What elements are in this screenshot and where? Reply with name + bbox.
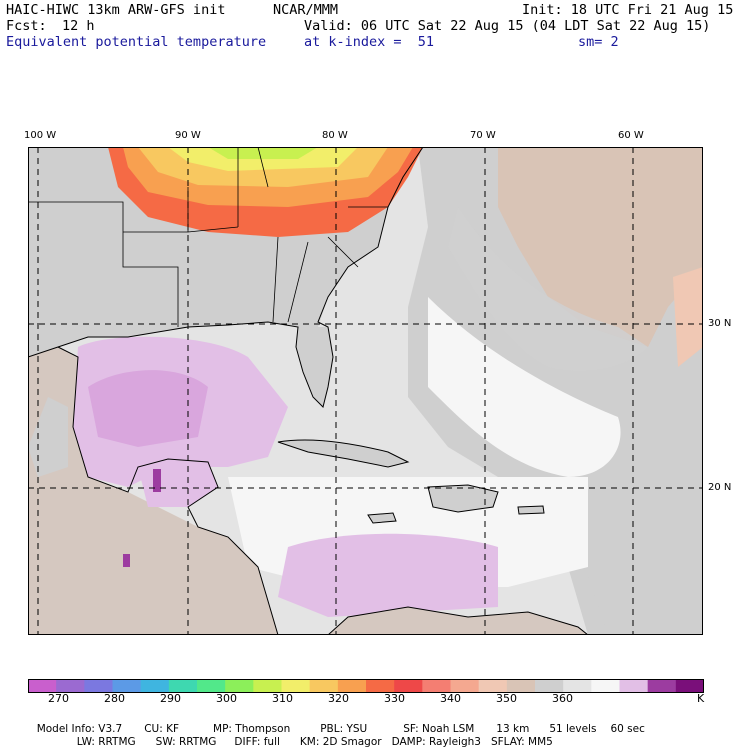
colorbar-swatch	[281, 679, 311, 693]
colorbar-swatch	[647, 679, 677, 693]
lat-label-20n: 20 N	[708, 482, 732, 493]
forecast-label: Fcst:	[6, 18, 47, 34]
puerto-rico-island	[517, 505, 545, 515]
field-name: Equivalent potential temperature	[6, 34, 267, 50]
lw-scheme: LW: RRTMG	[76, 736, 136, 748]
atlantic-white-band	[428, 297, 621, 477]
south-america-coast	[327, 606, 589, 635]
sw-scheme: SW: RRTMG	[155, 736, 217, 748]
smoothing-label: sm= 2	[578, 34, 619, 50]
colorbar-swatch	[253, 679, 282, 693]
colorbar-swatch	[56, 679, 85, 693]
colorbar-swatch	[619, 679, 649, 693]
cb-label-270: 270	[48, 692, 69, 705]
colorbar-swatch	[168, 679, 198, 693]
valid-time: Valid: 06 UTC Sat 22 Aug 15 (04 LDT Sat …	[304, 18, 711, 34]
jamaica-island	[367, 512, 397, 524]
cb-label-290: 290	[160, 692, 181, 705]
footer-line2: LW: RRTMG SW: RRTMG DIFF: full KM: 2D Smago…	[70, 724, 553, 748]
colorbar-frame	[28, 679, 704, 693]
colorbar-swatch	[337, 679, 367, 693]
central-america-purple-cell	[123, 554, 130, 567]
colorbar-swatch	[28, 679, 57, 693]
hispaniola-island	[427, 484, 499, 513]
colorbar	[28, 679, 704, 693]
colorbar-swatch	[140, 679, 170, 693]
colorbar-swatch	[535, 679, 564, 693]
colorbar-swatch	[394, 679, 423, 693]
colorbar-swatch	[563, 679, 592, 693]
cb-label-350: 350	[496, 692, 517, 705]
gulf-pink-core	[88, 370, 208, 447]
mexico-central-america-land	[28, 347, 278, 635]
atlantic-grey-band	[448, 207, 648, 371]
us-coastline	[28, 147, 424, 408]
state-borders	[28, 147, 388, 327]
cb-label-310: 310	[272, 692, 293, 705]
lat-label-30n: 30 N	[708, 318, 732, 329]
theta-e-map	[28, 147, 703, 635]
colorbar-swatch	[422, 679, 451, 693]
damp-setting: DAMP: Rayleigh3	[391, 736, 481, 748]
yucatan-purple-cell	[153, 469, 161, 492]
cb-label-320: 320	[328, 692, 349, 705]
florida-land	[296, 327, 333, 407]
km-setting: KM: 2D Smagor	[299, 736, 382, 748]
graticule	[28, 147, 703, 635]
colorbar-swatch	[591, 679, 620, 693]
footer-line1: Model Info: V3.7 CU: KF MP: Thompson PBL: Y…	[30, 711, 645, 735]
lon-label-70w: 70 W	[470, 130, 496, 141]
map-frame	[28, 147, 703, 635]
diff-setting: DIFF: full	[234, 736, 280, 748]
org-label: NCAR/MMM	[273, 2, 339, 18]
cuba-island	[277, 439, 410, 468]
colorbar-swatch	[84, 679, 113, 693]
mp-scheme: MP: Thompson	[213, 723, 291, 735]
model-title: HAIC-HIWC 13km ARW-GFS init	[6, 2, 226, 18]
atlantic-pink-patch	[673, 267, 703, 367]
atlantic-tan-region-north	[498, 147, 703, 347]
sf-scheme: SF: Noah LSM	[403, 723, 475, 735]
lon-label-60w: 60 W	[618, 130, 644, 141]
caribbean-lilac-region	[278, 533, 498, 617]
level-label: at k-index = 51	[304, 34, 435, 50]
colorbar-swatch	[309, 679, 339, 693]
sflay-setting: SFLAY: MM5	[490, 736, 553, 748]
warm-band-green	[208, 147, 318, 159]
cb-label-unit: K	[697, 692, 705, 705]
colorbar-swatch	[478, 679, 508, 693]
cu-scheme: CU: KF	[144, 723, 180, 735]
colorbar-swatch	[112, 679, 142, 693]
init-time: Init: 18 UTC Fri 21 Aug 15	[522, 2, 734, 18]
cb-label-340: 340	[440, 692, 461, 705]
levels: 51 levels	[549, 723, 597, 735]
model-version: Model Info: V3.7	[36, 723, 123, 735]
colorbar-swatch	[225, 679, 254, 693]
cb-label-360: 360	[552, 692, 573, 705]
cb-label-330: 330	[384, 692, 405, 705]
colorbar-swatch	[366, 679, 395, 693]
atlantic-grey-south	[588, 477, 703, 635]
cb-label-280: 280	[104, 692, 125, 705]
colorbar-swatch	[506, 679, 536, 693]
timestep: 60 sec	[610, 723, 645, 735]
pbl-scheme: PBL: YSU	[320, 723, 368, 735]
lon-label-80w: 80 W	[322, 130, 348, 141]
cb-label-300: 300	[216, 692, 237, 705]
colorbar-swatch	[675, 679, 704, 693]
colorbar-swatch	[197, 679, 226, 693]
forecast-hour: 12 h	[62, 18, 95, 34]
lon-label-90w: 90 W	[175, 130, 201, 141]
resolution: 13 km	[496, 723, 530, 735]
lon-label-100w: 100 W	[24, 130, 57, 141]
colorbar-swatch	[450, 679, 480, 693]
